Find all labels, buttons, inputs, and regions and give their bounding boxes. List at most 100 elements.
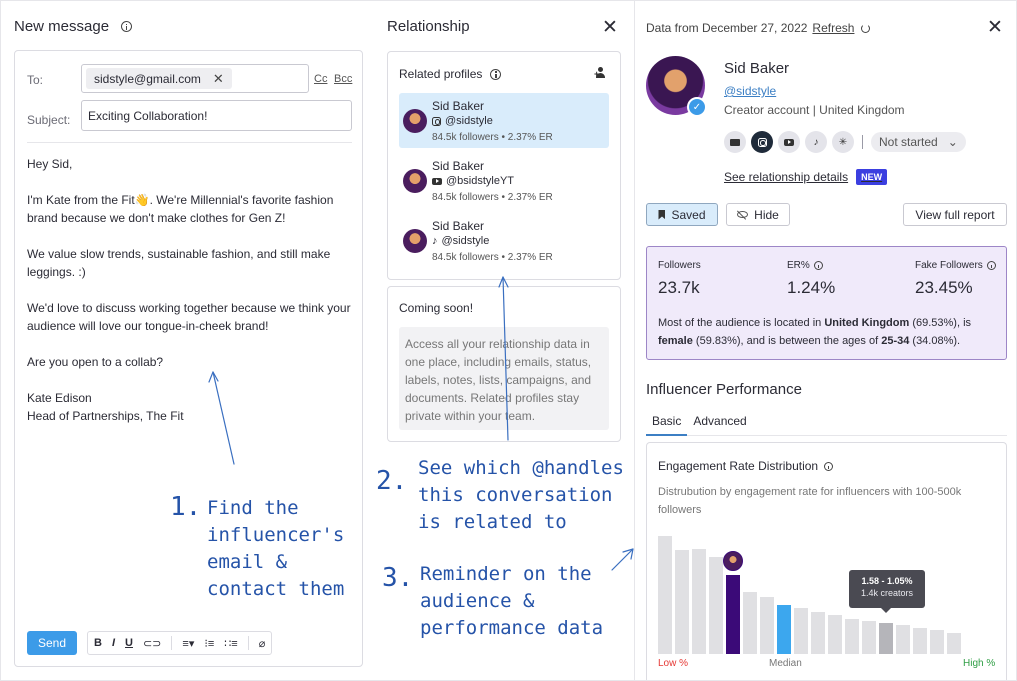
youtube-icon[interactable] — [778, 131, 800, 153]
toolbar-divider — [247, 636, 249, 650]
to-field[interactable]: sidstyle@gmail.com ✕ — [81, 64, 309, 93]
see-relationship-text: See relationship details — [724, 170, 849, 184]
to-row: To: sidstyle@gmail.com ✕ Cc Bcc — [27, 64, 353, 93]
profile-name: Sid Baker — [432, 99, 485, 113]
attachment-icon[interactable]: ⌀ — [258, 637, 266, 650]
instagram-icon[interactable] — [751, 131, 773, 153]
bullet-list-icon[interactable]: ∷≡ — [224, 637, 238, 650]
numbered-list-icon[interactable]: ⁝≡ — [204, 637, 215, 650]
profile-name: Sid Baker — [432, 219, 485, 233]
body-line: We value slow trends, sustainable fashio… — [27, 247, 331, 279]
info-icon[interactable] — [490, 68, 502, 80]
body-line: Are you open to a collab? — [27, 355, 164, 369]
chart-bar[interactable] — [760, 597, 774, 654]
chart-bar[interactable] — [794, 608, 808, 654]
close-relationship-icon[interactable]: ✕ — [602, 17, 618, 38]
avatar — [723, 551, 743, 571]
chart-bar[interactable] — [879, 623, 893, 654]
tiktok-icon: ♪ — [432, 234, 438, 247]
email-icon[interactable] — [724, 131, 746, 153]
remove-recipient-icon[interactable]: ✕ — [212, 70, 224, 86]
saved-button[interactable]: Saved — [646, 203, 718, 226]
format-toolbar: B I U ⊂⊃ ≡▾ ⁝≡ ∷≡ ⌀ — [87, 631, 273, 655]
add-person-icon[interactable]: + — [594, 67, 608, 79]
chart-bar[interactable] — [930, 630, 944, 654]
chart-bar[interactable] — [675, 550, 689, 654]
related-profiles-header: Related profiles — [399, 67, 502, 81]
chart-bar[interactable] — [845, 619, 859, 654]
signature-name: Kate Edison — [27, 391, 92, 405]
instagram-icon — [432, 116, 441, 126]
related-profile-youtube[interactable]: Sid Baker @bsidstyleYT 84.5k followers •… — [399, 153, 609, 208]
axis-low-label: Low % — [658, 658, 689, 669]
annotation-number-3: 3. — [382, 563, 414, 593]
tab-basic[interactable]: Basic — [646, 412, 688, 436]
performance-tabs: Basic Advanced — [646, 412, 1007, 436]
annotation-number-2: 2. — [376, 466, 408, 496]
chart-bar[interactable] — [862, 621, 876, 654]
send-button[interactable]: Send — [27, 631, 77, 655]
to-label: To: — [27, 73, 44, 87]
tooltip-range: 1.58 - 1.05% — [861, 576, 913, 586]
profile-panel: Data from December 27, 2022 Refresh ✕ ✓ … — [634, 0, 1017, 681]
recipient-chip[interactable]: sidstyle@gmail.com ✕ — [86, 68, 232, 89]
compose-toolbar: Send B I U ⊂⊃ ≡▾ ⁝≡ ∷≡ ⌀ — [27, 631, 273, 655]
chart-bar[interactable] — [828, 615, 842, 654]
chart-bar[interactable] — [947, 633, 961, 654]
message-body[interactable]: Hey Sid, I'm Kate from the Fit👋. We're M… — [27, 155, 352, 425]
chart-bar[interactable] — [811, 612, 825, 654]
audience-summary: Most of the audience is located in Unite… — [658, 317, 972, 347]
chart-bar[interactable] — [913, 628, 927, 654]
close-profile-icon[interactable]: ✕ — [987, 17, 1003, 38]
related-profile-instagram[interactable]: Sid Baker @sidstyle 84.5k followers • 2.… — [399, 93, 609, 148]
info-icon[interactable] — [121, 21, 133, 32]
chart-bar[interactable] — [692, 549, 706, 654]
refresh-link[interactable]: Refresh — [812, 21, 855, 35]
tab-advanced[interactable]: Advanced — [693, 414, 747, 428]
chart-bar[interactable] — [777, 605, 791, 654]
bcc-link[interactable]: Bcc — [334, 73, 353, 85]
info-icon[interactable] — [813, 261, 823, 270]
er-label: ER% — [787, 260, 823, 271]
handle-text: @bsidstyleYT — [446, 175, 515, 187]
annotation-number-1: 1. — [170, 492, 202, 522]
related-profiles-card: Related profiles + Sid Baker @sidstyle 8… — [387, 51, 621, 280]
chart-subtitle: Distrubution by engagement rate for infl… — [658, 486, 962, 516]
influencer-performance-title: Influencer Performance — [646, 381, 802, 398]
cc-link[interactable]: Cc — [314, 73, 328, 85]
saved-label: Saved — [671, 207, 706, 222]
hide-label: Hide — [754, 207, 779, 222]
italic-button[interactable]: I — [111, 637, 116, 649]
chart-bar[interactable] — [896, 625, 910, 654]
refresh-icon[interactable] — [861, 23, 871, 33]
link-icon[interactable]: ⊂⊃ — [142, 637, 162, 650]
profile-handle-link[interactable]: @sidstyle — [724, 84, 777, 98]
related-profile-tiktok[interactable]: Sid Baker ♪ @sidstyle 84.5k followers • … — [399, 213, 609, 268]
chart-bar[interactable] — [726, 575, 740, 654]
chart-tooltip: 1.58 - 1.05% 1.4k creators — [849, 570, 925, 613]
hide-button[interactable]: Hide — [726, 203, 790, 226]
align-icon[interactable]: ≡▾ — [182, 637, 195, 650]
subject-label: Subject: — [27, 113, 71, 127]
bold-button[interactable]: B — [94, 637, 102, 649]
youtube-icon — [432, 177, 442, 185]
info-icon[interactable] — [824, 461, 834, 471]
underline-button[interactable]: U — [125, 637, 133, 649]
chart-bar[interactable] — [658, 536, 672, 654]
signature-title: Head of Partnerships, The Fit — [27, 409, 184, 423]
annotation-3: Reminder on the audience & performance d… — [420, 563, 604, 639]
tiktok-icon[interactable]: ♪ — [805, 131, 827, 153]
view-full-report-button[interactable]: View full report — [903, 203, 1007, 226]
chart-bar[interactable] — [743, 592, 757, 654]
subject-field[interactable]: Exciting Collaboration! — [81, 100, 352, 131]
fake-followers-label: Fake Followers — [915, 260, 996, 271]
audience-stats-card: Followers 23.7k ER% 1.24% Fake Followers… — [646, 246, 1007, 360]
info-icon[interactable] — [986, 261, 996, 270]
see-relationship-link[interactable]: See relationship details NEW — [724, 169, 888, 185]
chart-bar[interactable] — [709, 557, 723, 654]
linktree-icon[interactable]: ✳ — [832, 131, 854, 153]
annotation-1: Find the influencer's email & contact th… — [207, 497, 345, 600]
body-line: I'm Kate from the Fit👋. We're Millennial… — [27, 193, 334, 225]
followers-label: Followers — [658, 260, 701, 271]
status-dropdown[interactable]: Not started ⌄ — [871, 132, 966, 152]
